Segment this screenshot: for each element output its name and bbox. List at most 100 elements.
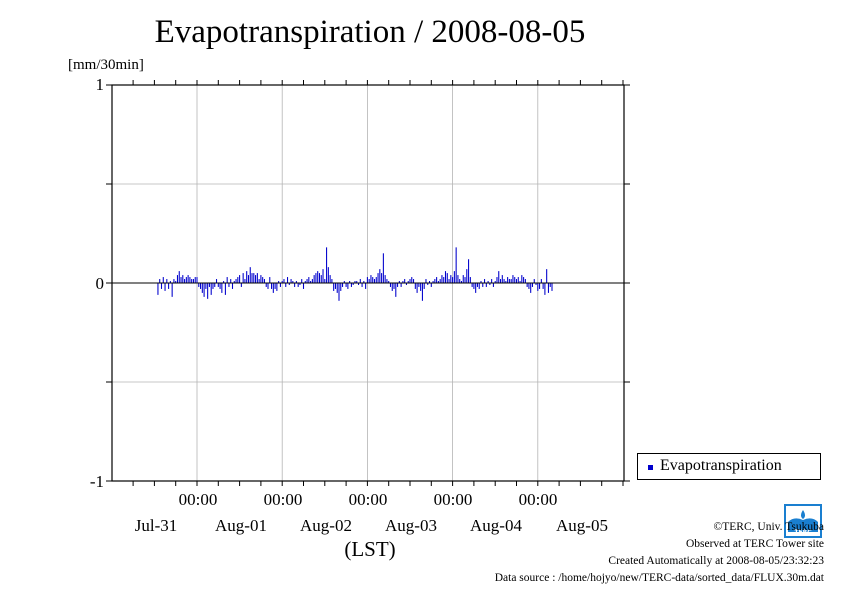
bar <box>189 277 191 283</box>
bar <box>484 279 486 283</box>
bar <box>208 283 210 287</box>
bar <box>224 283 226 295</box>
bar <box>267 283 269 289</box>
bar <box>159 279 161 283</box>
bar <box>310 281 312 283</box>
bar <box>235 279 237 283</box>
bar <box>436 277 438 283</box>
bar <box>292 281 294 283</box>
bar <box>393 283 395 289</box>
bar <box>425 279 427 283</box>
bar <box>271 283 273 289</box>
bar <box>226 277 228 283</box>
bar <box>196 277 198 283</box>
bar <box>501 275 503 283</box>
bar <box>428 281 431 283</box>
bar <box>421 283 423 301</box>
bar <box>166 279 168 283</box>
bar <box>233 281 235 283</box>
bar <box>274 283 276 289</box>
bar <box>531 283 534 287</box>
bar <box>528 283 530 289</box>
bar <box>427 283 429 285</box>
bar <box>459 279 461 283</box>
bar <box>514 277 516 283</box>
bar <box>404 279 406 283</box>
bar <box>315 273 317 283</box>
bar <box>215 279 218 283</box>
credit-source: Data source : /home/hojyo/new/TERC-data/… <box>494 572 824 584</box>
bar <box>546 269 548 283</box>
bar <box>297 283 299 287</box>
bar <box>469 277 471 283</box>
bar <box>487 281 489 283</box>
bar <box>423 283 425 289</box>
bar <box>308 277 310 283</box>
bar <box>281 281 283 283</box>
bar <box>526 283 528 287</box>
bar <box>329 275 331 283</box>
bar <box>503 279 505 283</box>
bar <box>347 283 349 289</box>
bar <box>466 269 468 283</box>
bar <box>276 283 278 291</box>
bar <box>285 283 287 287</box>
bar <box>327 267 329 283</box>
bar <box>450 275 452 283</box>
bar <box>540 279 542 283</box>
bar <box>313 275 315 283</box>
bar <box>318 273 321 283</box>
bar <box>400 283 402 287</box>
bar <box>448 279 450 283</box>
bar <box>475 283 477 293</box>
bar <box>492 283 494 287</box>
bar <box>256 273 258 283</box>
credit-created: Created Automatically at 2008-08-05/23:3… <box>608 555 824 567</box>
bar <box>198 283 200 287</box>
terc-logo: TERC <box>784 504 822 538</box>
bar <box>336 283 338 293</box>
bar <box>237 277 239 283</box>
bar <box>168 283 170 289</box>
y-tick-label: 0 <box>95 274 105 293</box>
bar <box>535 283 537 285</box>
legend: Evapotranspiration <box>637 453 821 480</box>
bar <box>200 283 202 289</box>
bar <box>507 277 509 283</box>
bar <box>295 281 297 283</box>
bar <box>350 283 352 287</box>
bar <box>194 277 196 283</box>
bar <box>279 283 281 287</box>
bar <box>494 281 496 283</box>
bar <box>512 275 514 283</box>
bar <box>230 279 232 283</box>
x-time-label: 00:00 <box>263 490 303 509</box>
bar <box>455 247 457 283</box>
bar <box>187 275 189 283</box>
bar <box>398 281 400 283</box>
bar <box>290 279 292 283</box>
bar <box>301 279 303 283</box>
bar <box>439 279 441 283</box>
bar <box>384 275 386 283</box>
bar <box>389 283 392 287</box>
bar <box>453 271 455 283</box>
bar <box>345 283 347 287</box>
bar <box>473 283 475 289</box>
bar <box>544 283 546 295</box>
bar <box>239 275 241 283</box>
bar <box>365 283 367 289</box>
bar <box>366 277 368 283</box>
y-tick-label: -1 <box>89 472 104 491</box>
bar <box>533 279 535 283</box>
bar <box>278 281 280 283</box>
bar <box>402 281 404 283</box>
x-date-label: Aug-05 <box>556 516 608 535</box>
bar <box>418 283 420 287</box>
bar <box>288 283 290 285</box>
bar <box>391 283 393 291</box>
bar <box>395 283 397 297</box>
bar <box>306 279 308 283</box>
bar <box>357 283 360 285</box>
bar <box>269 277 271 283</box>
